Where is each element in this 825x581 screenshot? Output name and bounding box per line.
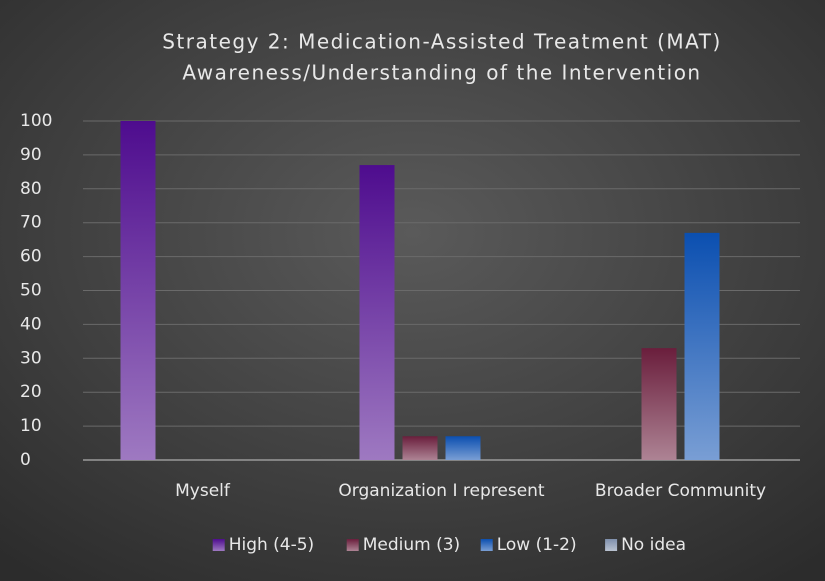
bar xyxy=(359,165,395,460)
y-tick-label: 100 xyxy=(20,111,52,131)
legend-label: Medium (3) xyxy=(363,535,460,555)
legend-swatch xyxy=(212,539,225,551)
bar xyxy=(120,121,156,460)
y-tick-label: 30 xyxy=(20,348,42,368)
legend-label: High (4-5) xyxy=(229,535,315,555)
x-tick-label: Organization I represent xyxy=(338,481,545,501)
y-tick-label: 40 xyxy=(20,314,42,334)
legend-label: No idea xyxy=(621,535,686,555)
x-tick-label: Broader Community xyxy=(595,481,766,501)
bar xyxy=(445,436,481,460)
legend-swatch xyxy=(346,539,359,551)
bar xyxy=(402,436,438,460)
legend-swatch xyxy=(605,539,618,551)
y-tick-label: 60 xyxy=(20,247,42,267)
x-tick-label: Myself xyxy=(175,481,231,501)
bar xyxy=(684,232,720,460)
y-tick-label: 0 xyxy=(20,450,31,470)
y-tick-label: 20 xyxy=(20,382,42,402)
y-tick-label: 10 xyxy=(20,416,42,436)
legend-label: Low (1-2) xyxy=(497,535,577,555)
y-tick-label: 90 xyxy=(20,145,42,165)
legend-swatch xyxy=(480,539,493,551)
chart-subtitle: Awareness/Understanding of the Intervent… xyxy=(182,61,701,85)
bar xyxy=(641,348,677,460)
y-tick-label: 50 xyxy=(20,281,42,301)
chart-title: Strategy 2: Medication-Assisted Treatmen… xyxy=(162,30,722,54)
y-tick-label: 70 xyxy=(20,213,42,233)
y-tick-label: 80 xyxy=(20,179,42,199)
